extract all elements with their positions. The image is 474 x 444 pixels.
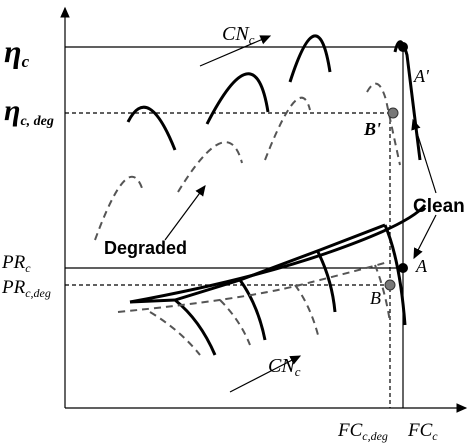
point-label: B <box>370 288 381 308</box>
reference-lines <box>65 46 404 408</box>
fc-deg-label: FCc,deg <box>337 420 388 443</box>
point-label: A <box>415 256 428 276</box>
pr-deg-label: PRc,deg <box>1 277 51 300</box>
pressure-curves <box>117 204 427 356</box>
point-label: A' <box>413 66 430 86</box>
cn-label: CNc <box>222 23 255 47</box>
eta-deg-label: ηc, deg <box>4 94 54 129</box>
clean-label: Clean <box>413 196 465 217</box>
arrows <box>164 35 437 393</box>
degraded-label: Degraded <box>104 238 187 258</box>
eta-label: ηc <box>4 33 30 71</box>
point-label: B' <box>363 119 381 139</box>
efficiency-curves <box>94 34 422 241</box>
axes <box>60 6 468 413</box>
pr-label: PRc <box>1 252 31 275</box>
fc-label: FCc <box>407 420 438 443</box>
cn-label: CNc <box>268 355 301 379</box>
operating-points <box>384 42 408 291</box>
